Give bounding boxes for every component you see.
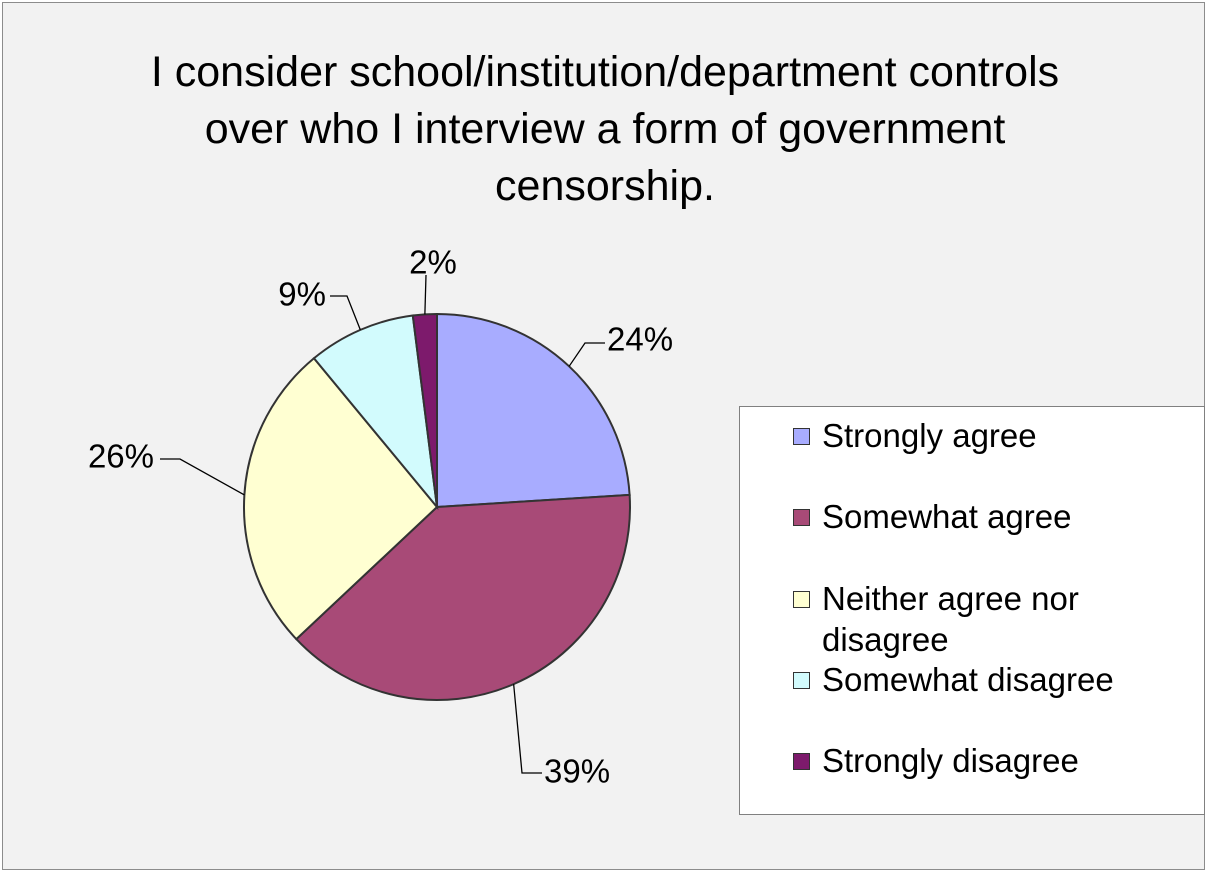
slice-somewhat-agree — [294, 493, 631, 701]
leader-line — [160, 458, 245, 496]
legend-label: Strongly disagree — [822, 742, 1079, 779]
legend-swatch — [793, 753, 810, 770]
slice-strongly-disagree — [411, 312, 438, 508]
leader-line — [330, 295, 361, 331]
data-label: 26% — [88, 438, 154, 475]
data-label: 39% — [544, 753, 610, 790]
legend: Strongly agree Somewhat agree Neither ag… — [739, 406, 1205, 815]
data-label: 9% — [278, 276, 326, 313]
pie-slices — [243, 312, 631, 701]
data-label: 2% — [409, 244, 457, 281]
legend-label: Strongly agree — [822, 417, 1037, 454]
label-leader-lines — [160, 274, 605, 774]
slice-strongly-agree — [436, 312, 631, 509]
leader-line — [568, 342, 605, 367]
legend-swatch — [793, 428, 810, 445]
leader-line — [513, 684, 542, 774]
data-label: 24% — [607, 321, 673, 358]
legend-label: Somewhat agree — [822, 498, 1072, 535]
legend-swatch — [793, 591, 810, 608]
legend-label: Neither agree nor disagree — [822, 580, 1079, 658]
data-labels: 24% 39% 26% 9% 2% — [88, 244, 673, 790]
legend-label: Somewhat disagree — [822, 661, 1114, 698]
legend-swatch — [793, 672, 810, 689]
leader-line — [424, 274, 427, 315]
chart-title: I consider school/institution/department… — [150, 48, 1060, 210]
slice-somewhat-disagree — [312, 314, 439, 511]
legend-swatch — [793, 509, 810, 526]
